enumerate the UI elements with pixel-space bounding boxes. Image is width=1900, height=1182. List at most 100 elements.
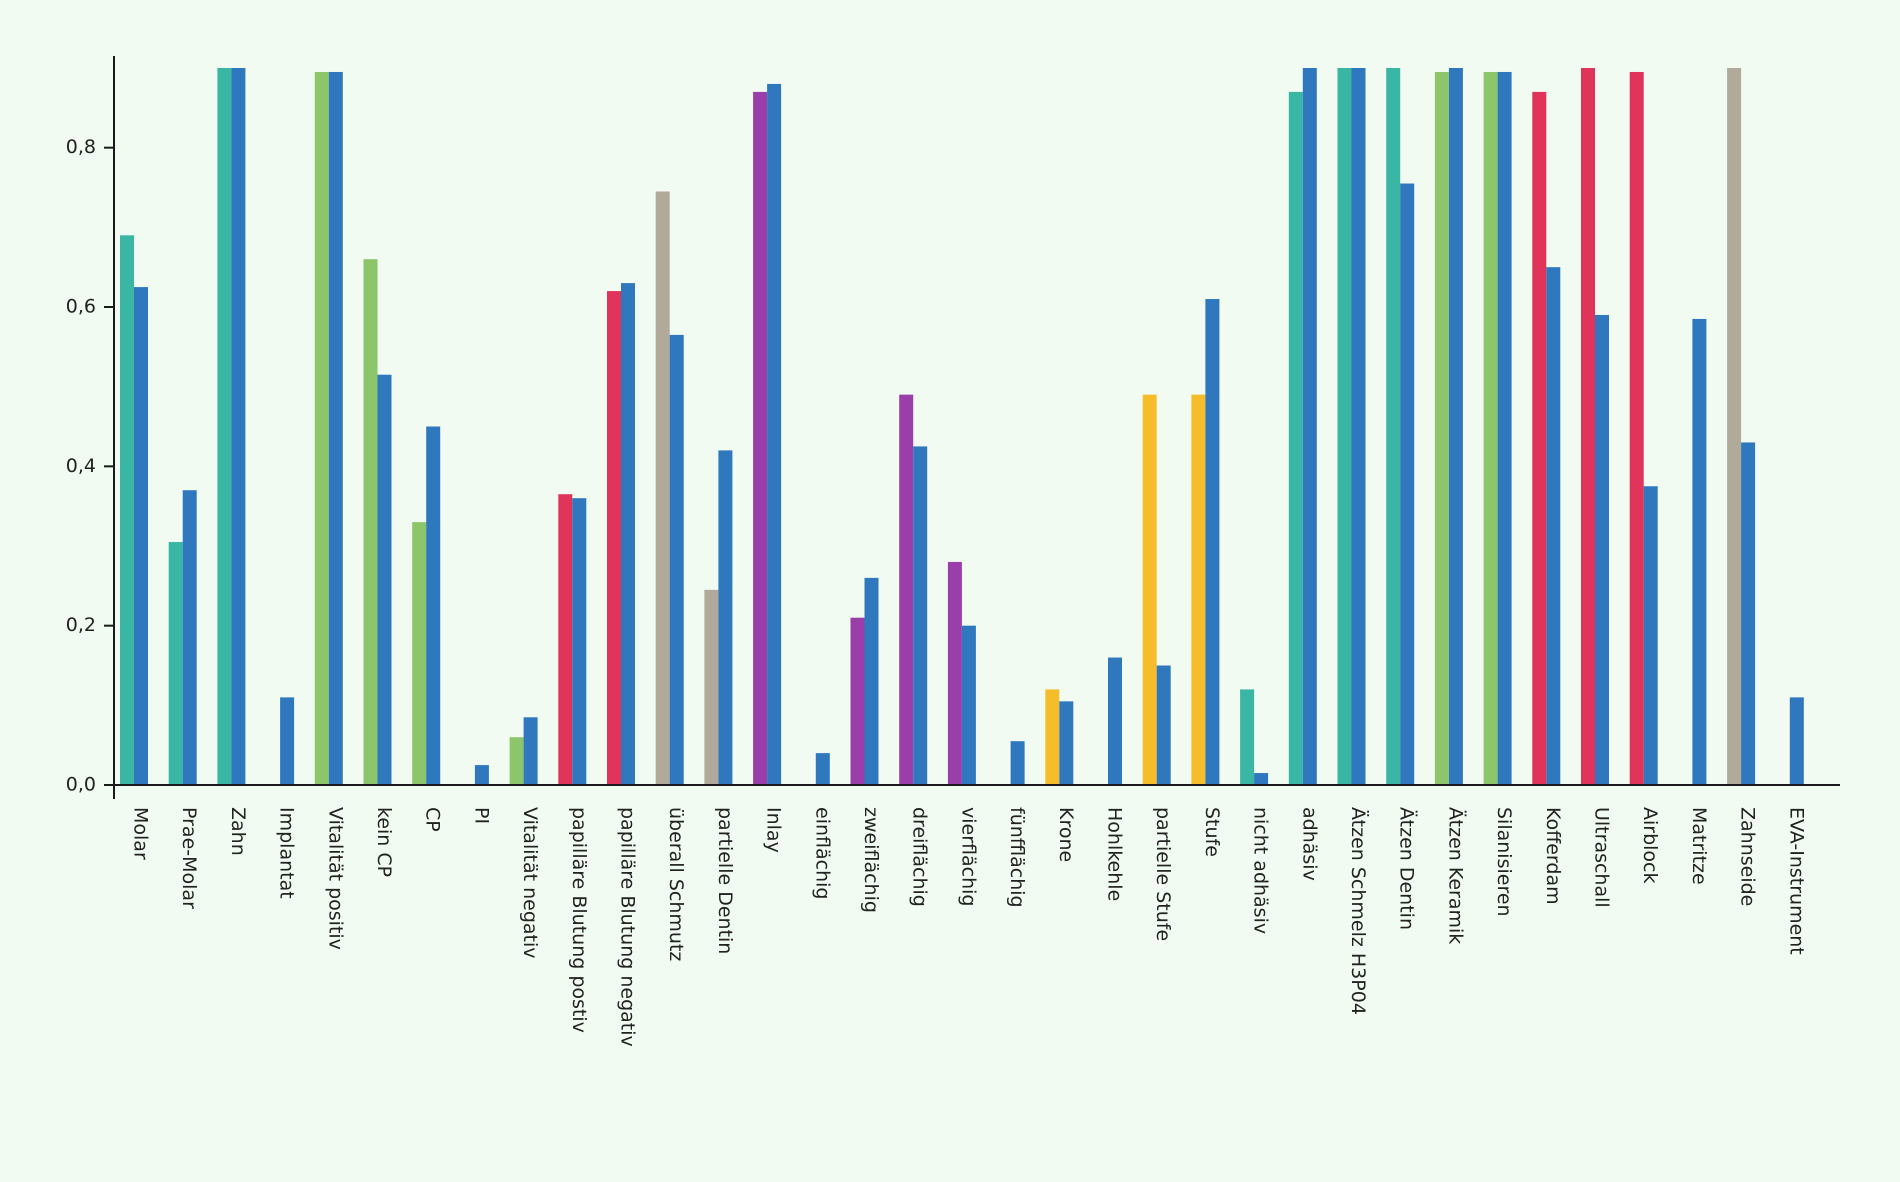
bar-series1-10 — [607, 291, 621, 785]
x-tick-label: Zahn — [227, 807, 249, 856]
bar-series2-18 — [1010, 741, 1025, 785]
x-tick-label: Ätzen Dentin — [1396, 807, 1419, 930]
bar-series2-20 — [1108, 657, 1122, 785]
x-tick-label: überall Schmutz — [665, 807, 687, 961]
x-tick-label: zweiflächig — [860, 807, 882, 913]
x-tick-label: Matritze — [1688, 807, 1710, 885]
bar-series2-24 — [1302, 68, 1317, 785]
bar-series2-2 — [231, 68, 246, 785]
bar-series1-13 — [753, 91, 768, 785]
x-tick-label: nicht adhäsiv — [1250, 807, 1272, 934]
x-tick-label: Stufe — [1201, 807, 1223, 857]
x-tick-label: CP — [422, 807, 444, 832]
x-tick-label: papilläre Blutung postiv — [568, 807, 590, 1033]
x-tick-label: partielle Dentin — [714, 807, 736, 954]
bar-series1-33 — [1727, 68, 1742, 785]
y-tick-label: 0,4 — [66, 455, 96, 477]
x-tick-label: Implantat — [276, 807, 298, 899]
bar-series2-11 — [669, 334, 684, 785]
bar-series2-10 — [621, 283, 635, 785]
x-tick-label: partielle Stufe — [1152, 807, 1174, 941]
bar-series2-32 — [1692, 318, 1707, 785]
bar-series2-3 — [280, 697, 295, 785]
bar-series2-4 — [328, 71, 343, 785]
bar-series2-8 — [523, 717, 538, 785]
x-tick-label: fünfflächig — [1006, 807, 1028, 908]
x-tick-label: einflächig — [811, 807, 833, 899]
bar-series1-17 — [947, 561, 962, 785]
bar-series2-14 — [815, 753, 830, 785]
bar-series2-7 — [474, 765, 489, 785]
bar-series2-12 — [718, 450, 733, 785]
bar-series1-16 — [899, 394, 914, 785]
bar-series2-30 — [1595, 314, 1609, 785]
bar-series2-19 — [1059, 701, 1074, 785]
x-tick-label: Vitalität positiv — [324, 807, 346, 950]
x-tick-label: Hohlkehle — [1104, 807, 1126, 901]
bar-series2-13 — [767, 83, 782, 785]
bar-series2-29 — [1546, 267, 1561, 786]
bar-series1-19 — [1045, 689, 1060, 785]
bar-series2-34 — [1789, 697, 1804, 785]
bar-series1-8 — [509, 737, 524, 785]
bar-series1-21 — [1142, 394, 1157, 785]
bar-series2-23 — [1254, 773, 1269, 785]
bars-group — [120, 68, 1804, 786]
y-tick-label: 0,0 — [66, 774, 96, 796]
bar-series1-30 — [1581, 68, 1595, 785]
x-tick-label: Zahnseide — [1737, 807, 1759, 906]
bar-series1-12 — [704, 589, 719, 785]
bar-series1-25 — [1337, 68, 1352, 785]
bar-series1-1 — [168, 542, 183, 785]
x-tick-label: Ätzen Keramik — [1444, 807, 1467, 944]
bar-series1-6 — [412, 522, 427, 785]
bar-series2-9 — [572, 498, 587, 785]
x-tick-label: PI — [470, 807, 492, 824]
bar-series2-28 — [1497, 71, 1512, 785]
bar-series2-0 — [134, 287, 148, 785]
bar-series1-23 — [1240, 689, 1255, 785]
bar-series2-16 — [913, 446, 928, 785]
bar-series2-21 — [1156, 665, 1171, 785]
x-axis-labels: Molar Prae-Molar Zahn Implantat Vitalität po… — [130, 807, 1808, 1047]
bar-series2-17 — [961, 625, 976, 785]
bar-series2-27 — [1448, 68, 1463, 785]
x-tick-label: Krone — [1055, 807, 1077, 862]
bar-series2-15 — [864, 577, 879, 785]
bar-series1-28 — [1483, 71, 1498, 785]
x-tick-label: Airblock — [1639, 807, 1661, 884]
bar-series1-4 — [314, 71, 329, 785]
bar-series2-22 — [1205, 299, 1220, 785]
x-tick-label: Kofferdam — [1542, 807, 1564, 905]
y-tick-label: 0,8 — [66, 136, 96, 158]
bar-series1-11 — [655, 191, 670, 785]
bar-series1-24 — [1288, 91, 1303, 785]
bar-series1-29 — [1532, 91, 1547, 785]
x-tick-label: Silanisieren — [1493, 807, 1515, 917]
x-tick-label: Ultraschall — [1591, 807, 1613, 908]
bar-series2-31 — [1643, 486, 1658, 785]
x-tick-label: Ätzen Schmelz H3P04 — [1347, 807, 1370, 1015]
x-tick-label: Vitalität negativ — [519, 807, 541, 959]
bar-series2-6 — [426, 426, 441, 785]
bar-series2-5 — [377, 374, 392, 785]
bar-series1-22 — [1191, 394, 1206, 785]
bar-series2-33 — [1741, 442, 1756, 785]
bar-series2-26 — [1400, 183, 1415, 785]
x-tick-label: Prae-Molar — [178, 807, 200, 909]
bar-series2-25 — [1351, 68, 1366, 785]
x-tick-label: adhäsiv — [1298, 807, 1320, 881]
y-tick-label: 0,6 — [66, 296, 96, 318]
x-tick-label: kein CP — [373, 807, 395, 877]
bar-series1-9 — [558, 494, 573, 785]
bar-series2-1 — [182, 490, 197, 785]
bar-series1-0 — [120, 235, 134, 786]
y-axis: 0,0 0,2 0,4 0,6 0,8 — [66, 136, 114, 796]
bar-series1-31 — [1629, 71, 1644, 785]
x-tick-label: EVA-Instrument — [1785, 807, 1807, 955]
bar-series1-2 — [217, 68, 232, 785]
bar-series1-27 — [1434, 71, 1449, 785]
y-tick-label: 0,2 — [66, 614, 96, 636]
